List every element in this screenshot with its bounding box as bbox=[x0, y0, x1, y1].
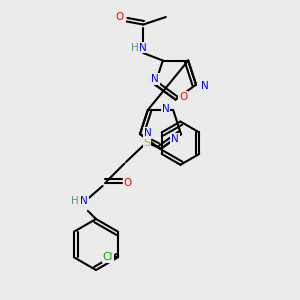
Text: N: N bbox=[140, 43, 147, 52]
Text: O: O bbox=[123, 178, 132, 188]
Text: N: N bbox=[201, 81, 209, 91]
Text: N: N bbox=[144, 128, 151, 138]
Text: O: O bbox=[179, 92, 187, 102]
Text: N: N bbox=[80, 196, 88, 206]
Text: N: N bbox=[171, 134, 179, 144]
Text: S: S bbox=[143, 137, 151, 148]
Text: Cl: Cl bbox=[102, 252, 113, 262]
Text: H: H bbox=[131, 43, 139, 52]
Text: N: N bbox=[162, 103, 170, 113]
Text: N: N bbox=[151, 74, 159, 84]
Text: H: H bbox=[71, 196, 79, 206]
Text: O: O bbox=[115, 12, 123, 22]
